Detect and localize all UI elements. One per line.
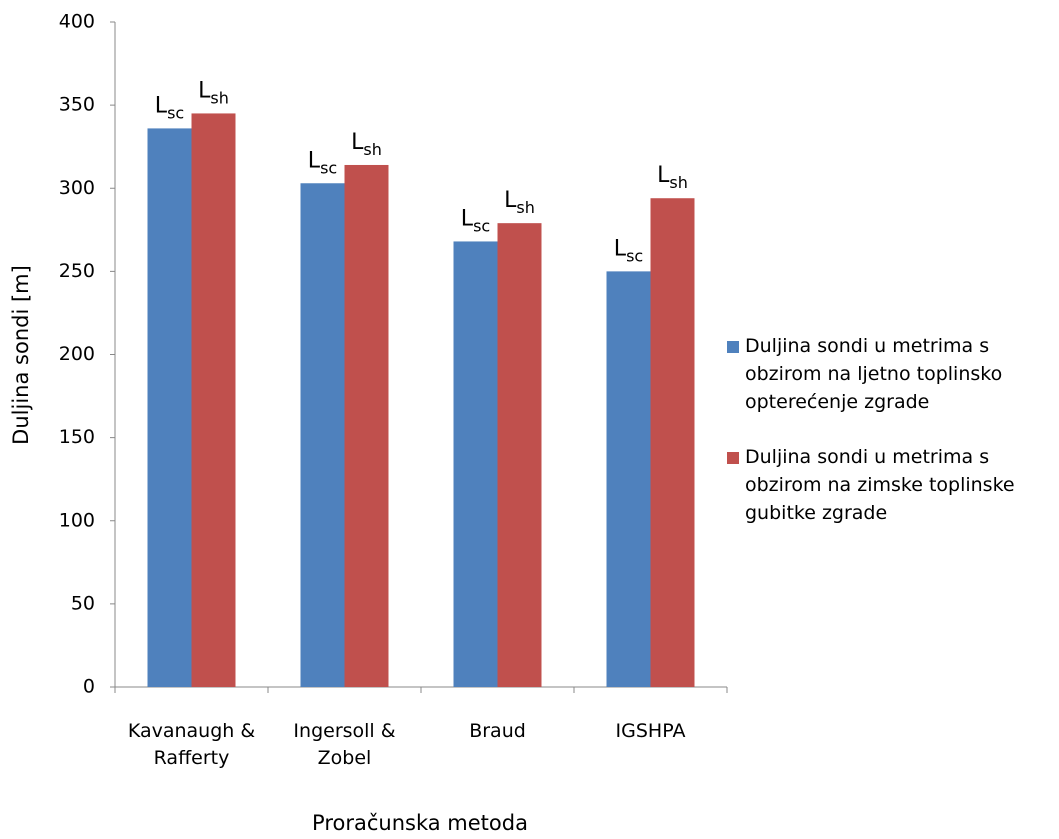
bar: [191, 113, 236, 687]
bar-label: Lsh: [351, 130, 382, 159]
x-tick-label: IGSHPA: [615, 720, 686, 742]
bar-label: Lsh: [198, 78, 229, 107]
y-tick-label: 300: [59, 177, 95, 199]
legend-label: Duljina sondi u metrima s obzirom na zim…: [745, 446, 1015, 524]
bar-label: Lsh: [504, 188, 535, 217]
bar-label-sub: sh: [210, 88, 228, 107]
bar: [650, 198, 695, 687]
bar-label-sub: sc: [473, 216, 490, 235]
bar-label-sub: sh: [516, 198, 534, 217]
bar-label: Lsc: [308, 148, 337, 177]
bar-label-base: L: [351, 130, 364, 155]
bar-label-base: L: [504, 188, 517, 213]
bar: [300, 183, 345, 687]
x-tick-label: Kavanaugh & Rafferty: [127, 720, 256, 769]
x-axis-label: Proračunska metoda: [312, 811, 528, 835]
bar: [606, 271, 651, 687]
bar-label-base: L: [657, 163, 670, 188]
legend-label: Duljina sondi u metrima s obzirom na lje…: [745, 335, 1003, 413]
bar-label-base: L: [461, 206, 474, 231]
y-tick-label: 400: [59, 11, 95, 33]
bar-label-sub: sh: [363, 139, 381, 158]
y-tick-label: 350: [59, 94, 95, 116]
bar: [147, 128, 192, 687]
y-axis-label: Duljina sondi [m]: [9, 265, 33, 445]
y-tick-label: 0: [83, 676, 95, 698]
bar: [453, 241, 498, 687]
y-tick-label: 150: [59, 426, 95, 448]
bar-label: Lsc: [155, 93, 184, 122]
bar-label-sub: sc: [626, 246, 643, 265]
bar-label-sub: sc: [167, 103, 184, 122]
y-tick-label: 50: [71, 592, 95, 614]
bar: [344, 164, 389, 688]
y-tick-label: 250: [59, 260, 95, 282]
bar-label: Lsc: [461, 206, 490, 235]
x-tick-label: Braud: [469, 720, 526, 742]
bar-label-sub: sc: [320, 158, 337, 177]
bar-label: Lsc: [614, 236, 643, 265]
x-tick-label: Ingersoll & Zobel: [293, 720, 396, 769]
bar-label-base: L: [198, 78, 211, 103]
legend-swatch: [727, 452, 739, 464]
bar-label: Lsh: [657, 163, 688, 192]
bar-label-base: L: [308, 148, 321, 173]
bar-label-base: L: [614, 236, 627, 261]
legend-swatch: [727, 341, 739, 353]
bar: [497, 223, 542, 687]
y-tick-label: 100: [59, 509, 95, 531]
bar-label-sub: sh: [669, 173, 687, 192]
bar-label-base: L: [155, 93, 168, 118]
y-tick-label: 200: [59, 343, 95, 365]
